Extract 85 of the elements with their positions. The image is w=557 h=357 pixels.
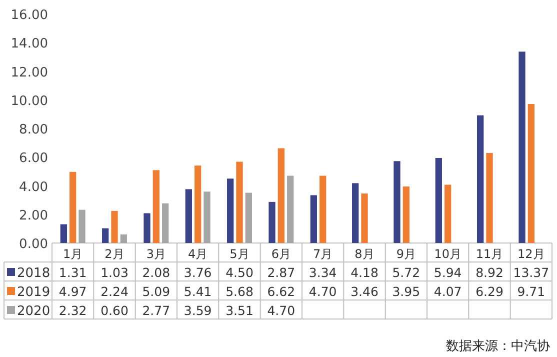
y-tick-label: 10.00 [10, 94, 48, 109]
text: 4.97 [58, 284, 87, 299]
y-tick-label: 6.00 [19, 151, 48, 166]
text: 13.37 [513, 265, 550, 280]
text: 9.71 [517, 284, 546, 299]
text: 4.50 [226, 265, 254, 280]
text: 2.08 [142, 265, 170, 280]
text: 5.94 [434, 265, 462, 280]
y-tick-label: 4.00 [19, 180, 48, 195]
y-tick-label: 14.00 [10, 36, 48, 52]
legend-label: 2020 [17, 304, 50, 319]
bar [320, 176, 326, 243]
text: 5.09 [142, 284, 170, 299]
text: 3.34 [308, 265, 337, 280]
legend-label: 2018 [17, 266, 50, 281]
bar [144, 213, 150, 243]
text: 4.18 [350, 265, 378, 280]
x-tick-label: 10月 [434, 247, 462, 261]
y-tick-label: 16.00 [10, 8, 48, 23]
bar [120, 234, 127, 243]
text: 3.59 [184, 303, 212, 318]
text: 5.41 [184, 284, 212, 299]
text: 8.92 [476, 265, 504, 280]
bar [310, 195, 317, 243]
text: 3.51 [226, 303, 254, 318]
bar [518, 52, 526, 243]
x-tick-label: 2月 [104, 247, 124, 261]
bar [278, 148, 284, 243]
text: 2.32 [58, 303, 87, 318]
x-tick-label: 1月 [63, 247, 83, 261]
bar [152, 170, 160, 243]
y-tick-label: 0.00 [19, 237, 48, 252]
text: 3.76 [184, 265, 212, 280]
x-tick-label: 8月 [354, 247, 374, 261]
text: 2.87 [267, 265, 296, 280]
bar [361, 193, 368, 243]
bar [194, 166, 202, 243]
x-tick-label: 12月 [518, 247, 545, 261]
bar [60, 224, 67, 243]
text: 2.24 [100, 284, 128, 299]
bar [185, 189, 192, 243]
x-tick-label: 4月 [188, 247, 208, 261]
text: 2.77 [142, 303, 170, 318]
x-tick-label: 3月 [146, 247, 166, 261]
bar [70, 172, 76, 243]
text: 1.31 [58, 265, 87, 280]
x-tick-label: 7月 [313, 247, 333, 261]
bar [477, 115, 484, 243]
bar [394, 161, 400, 243]
bar [162, 203, 169, 243]
y-tick-label: 2.00 [19, 208, 48, 224]
bar [236, 162, 243, 243]
text: 4.70 [267, 303, 296, 318]
text: 1.03 [100, 265, 128, 280]
bar [444, 184, 452, 243]
bar [287, 176, 294, 243]
text: 6.29 [476, 284, 504, 299]
text: 3.46 [350, 284, 378, 299]
bar [111, 210, 118, 243]
bar [402, 186, 410, 243]
text: 3.95 [392, 284, 420, 299]
text: 0.60 [100, 303, 128, 318]
text: 5.68 [226, 284, 254, 299]
bar [268, 202, 276, 243]
text: 4.70 [308, 284, 337, 299]
x-tick-label: 5月 [230, 247, 250, 261]
y-tick-label: 12.00 [10, 65, 48, 80]
bar [486, 152, 493, 243]
bar [528, 104, 534, 243]
text: 6.62 [267, 284, 296, 299]
bar [352, 183, 359, 243]
bar [102, 228, 109, 243]
bar [227, 178, 234, 243]
y-tick-label: 8.00 [19, 122, 48, 138]
text: 5.72 [392, 265, 420, 280]
bar [204, 192, 210, 243]
source-note: 数据来源：中汽协 [446, 339, 550, 354]
text: 4.07 [434, 284, 462, 299]
bar [78, 210, 86, 243]
x-tick-label: 9月 [396, 247, 416, 261]
bar [245, 192, 252, 243]
bar [435, 158, 442, 243]
x-tick-label: 11月 [476, 247, 504, 261]
x-tick-label: 6月 [271, 247, 291, 261]
legend-label: 2019 [17, 285, 50, 300]
